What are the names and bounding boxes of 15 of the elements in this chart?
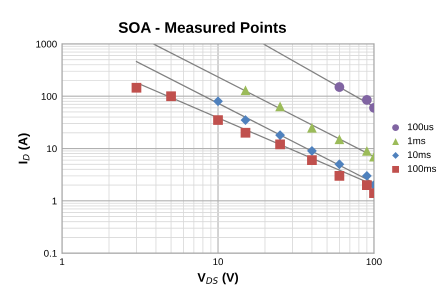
x-tick-label: 10 bbox=[213, 258, 224, 266]
y-tick-label: 100 bbox=[42, 92, 57, 100]
x-tick-label: 100 bbox=[366, 258, 382, 266]
y-tick-label: 1 bbox=[52, 198, 57, 204]
chart-title: SOA - Measured Points bbox=[118, 22, 286, 33]
y-tick-label: 10 bbox=[47, 145, 57, 152]
x-axis-title: V$_{DS}$ (V) bbox=[197, 272, 238, 284]
legend-label: 1ms bbox=[408, 137, 426, 144]
y-tick-label: 0.1 bbox=[44, 250, 57, 257]
legend-label: 10ms bbox=[408, 151, 431, 158]
y-tick-label: 1000 bbox=[36, 40, 57, 48]
y-axis-title: I$_{D}$ (A) bbox=[18, 133, 30, 164]
x-tick-label: 1 bbox=[60, 258, 64, 266]
legend-label: 100us bbox=[408, 123, 434, 130]
legend-label: 100ms bbox=[408, 165, 436, 172]
